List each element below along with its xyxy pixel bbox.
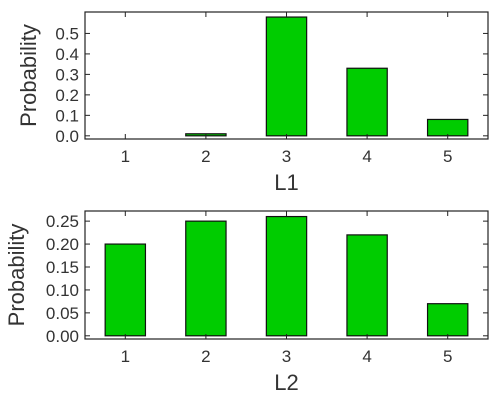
y-tick-label: 0.15 [46, 258, 79, 277]
y-tick-label: 0.05 [46, 304, 79, 323]
x-tick-label: 4 [362, 147, 371, 166]
x-tick-label: 2 [201, 347, 210, 366]
bar-l1-4 [346, 67, 388, 137]
y-tick-label: 0.0 [55, 127, 79, 146]
x-tick-label: 4 [362, 347, 371, 366]
x-axis-label: L2 [274, 370, 298, 395]
y-tick-label: 0.25 [46, 212, 79, 231]
bar-l1-3 [265, 16, 308, 137]
bar-l2-1 [104, 243, 147, 337]
y-tick-label: 0.10 [46, 281, 79, 300]
x-tick-label: 1 [121, 347, 130, 366]
y-axis-label: Probability [16, 24, 41, 127]
y-tick-label: 0.20 [46, 235, 79, 254]
x-tick-label: 5 [443, 147, 452, 166]
bar-l2-2 [185, 220, 227, 337]
y-tick-label: 0.4 [55, 45, 79, 64]
chart-panel-l2: 0.00 0.05 0.10 0.15 0.20 0.25 1 2 3 4 5 L2 Probabili… [4, 210, 489, 395]
x-tick-label: 5 [443, 347, 452, 366]
y-axis-label: Probability [4, 224, 29, 327]
bar-l2-4 [346, 234, 388, 337]
bar-l2-5 [426, 303, 469, 337]
bar-l1-5 [426, 118, 469, 137]
y-tick-label: 0.2 [55, 86, 79, 105]
y-tick-label: 0.3 [55, 65, 79, 84]
x-tick-label: 3 [282, 347, 291, 366]
y-tick-label: 0.5 [55, 24, 79, 43]
x-tick-label: 3 [282, 147, 291, 166]
x-tick-label: 2 [201, 147, 210, 166]
bar-l2-3 [265, 215, 308, 337]
chart-panel-l1: 0.0 0.10.2 0.30.4 0.5 1 2 3 4 5 L1 Probability [16, 11, 489, 195]
y-tick-label: 0.00 [46, 327, 79, 346]
x-axis-label: L1 [274, 170, 298, 195]
y-tick-label: 0.1 [55, 106, 79, 125]
x-tick-label: 1 [121, 147, 130, 166]
